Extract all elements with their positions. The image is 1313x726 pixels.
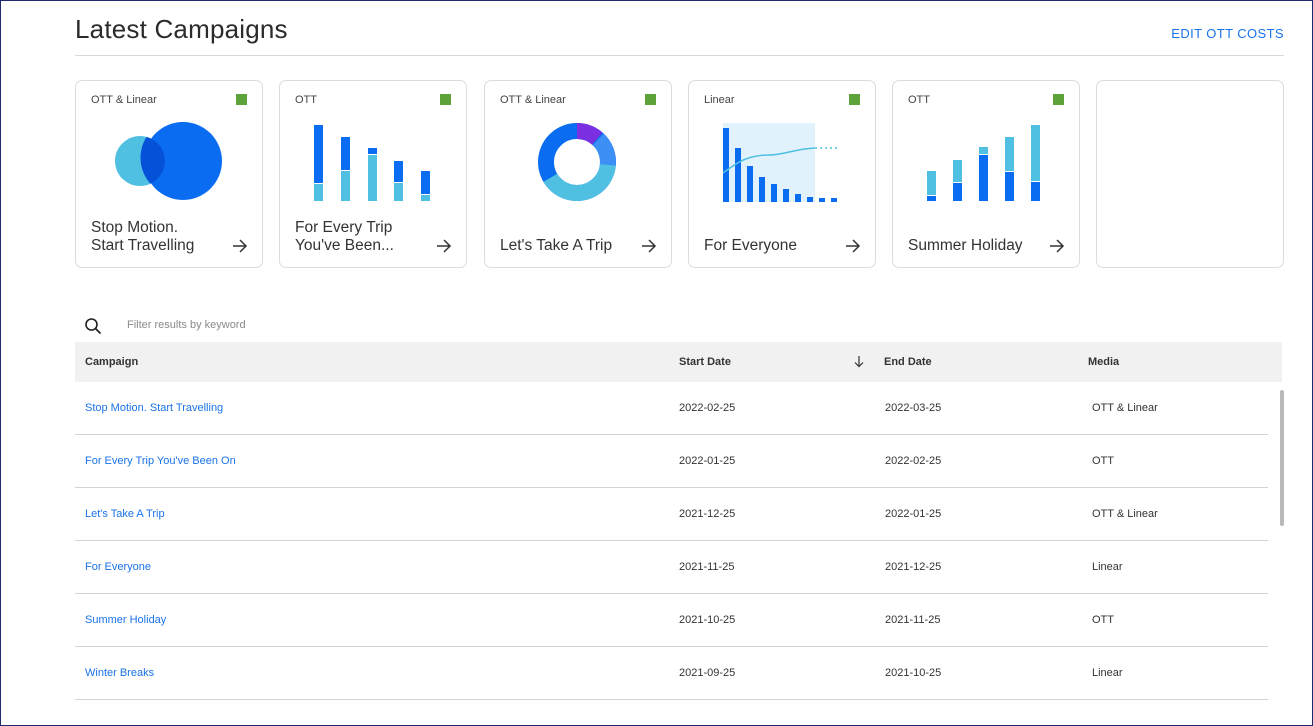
arrow-right-icon[interactable] — [845, 239, 861, 253]
table-row: For Every Trip You've Been On 2022-01-25… — [75, 435, 1268, 488]
arrow-right-icon[interactable] — [232, 239, 248, 253]
campaign-link[interactable]: Stop Motion. Start Travelling — [85, 402, 224, 414]
start-date-cell: 2022-02-25 — [679, 402, 736, 414]
table-row: Winter Breaks 2021-09-25 2021-10-25 Line… — [75, 647, 1268, 700]
arrow-right-icon[interactable] — [1049, 239, 1065, 253]
media-cell: OTT — [1092, 455, 1114, 467]
column-header-end-date[interactable]: End Date — [884, 356, 932, 368]
start-date-cell: 2021-11-25 — [679, 561, 735, 573]
campaign-card-for-everyone[interactable]: Linear For Everyone — [688, 80, 876, 268]
page-title: Latest Campaigns — [75, 14, 288, 44]
start-date-cell: 2021-09-25 — [679, 667, 736, 679]
end-date-cell: 2021-12-25 — [885, 561, 942, 573]
column-header-campaign[interactable]: Campaign — [85, 356, 139, 368]
arrow-right-icon[interactable] — [641, 239, 657, 253]
title-divider — [75, 55, 1284, 56]
status-indicator — [645, 94, 656, 105]
status-indicator — [849, 94, 860, 105]
card-media-label: OTT — [908, 94, 930, 106]
empty-card-slot — [1096, 80, 1284, 268]
venn-chart — [115, 122, 222, 200]
media-cell: Linear — [1092, 667, 1123, 679]
end-date-cell: 2021-11-25 — [885, 614, 941, 626]
arrow-right-icon[interactable] — [436, 239, 452, 253]
card-media-label: Linear — [704, 94, 735, 106]
search-icon — [85, 318, 102, 335]
card-name: Let's Take A Trip — [500, 237, 613, 254]
media-cell: OTT & Linear — [1092, 508, 1158, 520]
media-cell: OTT — [1092, 614, 1114, 626]
campaign-link[interactable]: Let's Take A Trip — [85, 508, 165, 520]
media-cell: OTT & Linear — [1092, 402, 1158, 414]
media-cell: Linear — [1092, 561, 1123, 573]
card-media-label: OTT & Linear — [500, 94, 566, 106]
card-name: For Every Trip You've Been... — [295, 219, 394, 254]
arrow-down-icon[interactable] — [854, 355, 864, 368]
status-indicator — [440, 94, 451, 105]
table-header: Campaign Start Date End Date Media — [75, 342, 1282, 382]
campaign-card-summer-holiday[interactable]: OTT Summer Holiday — [892, 80, 1080, 268]
campaign-card-for-every-trip[interactable]: OTT For Every Trip You've Been... — [279, 80, 467, 268]
card-name: For Everyone — [704, 237, 798, 254]
bar-line-chart — [722, 123, 839, 202]
card-name: Summer Holiday — [908, 237, 1023, 254]
stacked-bar-chart — [927, 125, 1040, 201]
status-indicator — [236, 94, 247, 105]
card-media-label: OTT & Linear — [91, 94, 157, 106]
table-row: For Everyone 2021-11-25 2021-12-25 Linea… — [75, 541, 1268, 594]
edit-ott-costs-link[interactable]: EDIT OTT COSTS — [1171, 26, 1284, 41]
stacked-bar-chart — [314, 125, 430, 201]
start-date-cell: 2021-12-25 — [679, 508, 736, 520]
campaign-link[interactable]: Summer Holiday — [85, 614, 167, 626]
column-header-start-date[interactable]: Start Date — [679, 356, 731, 368]
campaign-card-stop-motion[interactable]: OTT & Linear Stop Motion. Start Travelli… — [75, 80, 263, 268]
table-row: Let's Take A Trip 2021-12-25 2022-01-25 … — [75, 488, 1268, 541]
end-date-cell: 2022-01-25 — [885, 508, 942, 520]
donut-chart — [538, 123, 616, 201]
search-input[interactable] — [118, 314, 518, 336]
table-row: Stop Motion. Start Travelling 2022-02-25… — [75, 382, 1268, 435]
card-media-label: OTT — [295, 94, 317, 106]
campaign-link[interactable]: For Everyone — [85, 561, 152, 573]
end-date-cell: 2021-10-25 — [885, 667, 942, 679]
status-indicator — [1053, 94, 1064, 105]
table-scrollbar[interactable] — [1280, 390, 1284, 526]
column-header-media[interactable]: Media — [1088, 356, 1120, 368]
campaign-link[interactable]: For Every Trip You've Been On — [85, 455, 236, 467]
card-name: Stop Motion. Start Travelling — [91, 219, 195, 254]
campaign-card-lets-take-a-trip[interactable]: OTT & Linear Let's Take A Trip — [484, 80, 672, 268]
campaign-link[interactable]: Winter Breaks — [85, 667, 155, 679]
start-date-cell: 2021-10-25 — [679, 614, 736, 626]
end-date-cell: 2022-03-25 — [885, 402, 942, 414]
start-date-cell: 2022-01-25 — [679, 455, 736, 467]
end-date-cell: 2022-02-25 — [885, 455, 942, 467]
table-row: Summer Holiday 2021-10-25 2021-11-25 OTT — [75, 594, 1268, 647]
